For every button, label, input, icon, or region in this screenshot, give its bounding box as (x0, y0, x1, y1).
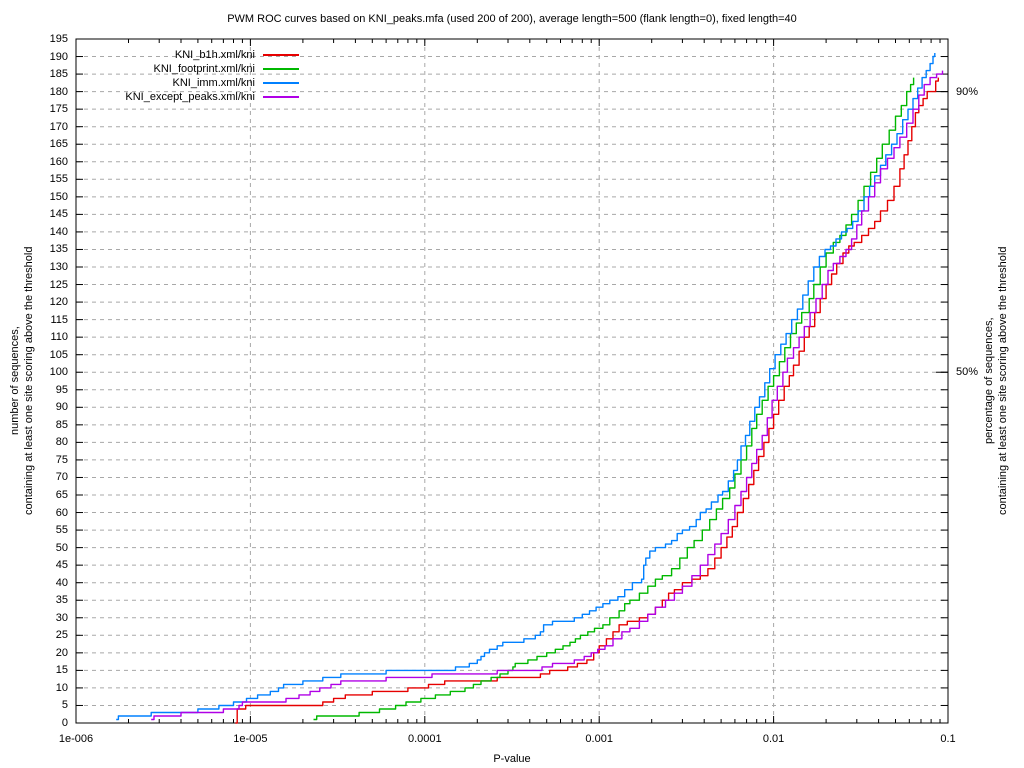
plot-frame (75, 38, 949, 724)
legend-item-kni-footprint: KNI_footprint.xml/kni (60, 62, 299, 76)
legend-line-sample-red (263, 54, 299, 56)
right-percent-label: 90% (956, 85, 979, 98)
y-tick-label: 185 (49, 68, 68, 81)
x-tick-label: 1e-005 (233, 733, 268, 745)
y-tick-label: 190 (49, 50, 68, 63)
series-curve-2 (116, 53, 936, 721)
legend-item-kni-imm: KNI_imm.xml/kni (60, 76, 299, 90)
y-tick-label: 140 (49, 225, 68, 238)
y-axis-title-right: percentage of sequences, containing at l… (982, 39, 1010, 723)
y-axis-title-right-line1: percentage of sequences, (983, 317, 995, 445)
y-tick-label: 175 (49, 103, 68, 116)
y-tick-label: 155 (49, 173, 68, 186)
series-curve-1 (313, 77, 915, 721)
y-tick-label: 130 (49, 261, 68, 273)
y-tick-label: 120 (49, 296, 68, 309)
y-tick-label: 40 (55, 576, 68, 589)
y-axis-title-left: number of sequences, containing at least… (8, 39, 36, 723)
y-tick-label: 45 (55, 559, 68, 572)
legend-item-kni-except-peaks: KNI_except_peaks.xml/kni (60, 90, 299, 104)
y-tick-label: 90 (55, 401, 68, 414)
x-tick-label: 0.01 (762, 733, 785, 745)
y-tick-label: 195 (49, 33, 68, 45)
y-tick-label: 150 (49, 190, 68, 203)
y-tick-label: 10 (55, 681, 68, 694)
y-tick-label: 20 (55, 646, 68, 659)
y-tick-label: 145 (49, 208, 68, 221)
y-tick-label: 85 (55, 418, 68, 431)
legend-label-kni-imm: KNI_imm.xml/kni (172, 77, 255, 89)
legend-line-sample-green (263, 68, 299, 70)
y-tick-label: 65 (55, 489, 68, 501)
x-tick-label: 0.0001 (407, 733, 442, 745)
y-tick-label: 80 (55, 436, 68, 449)
legend-line-sample-blue (263, 82, 299, 84)
y-tick-label: 100 (49, 366, 68, 379)
legend-label-kni-except-peaks: KNI_except_peaks.xml/kni (125, 91, 255, 103)
y-tick-label: 5 (61, 699, 68, 712)
legend-item-kni-b1h: KNI_b1h.xml/kni (60, 48, 299, 62)
y-tick-label: 115 (50, 313, 68, 326)
y-tick-label: 135 (49, 243, 68, 256)
y-tick-label: 0 (61, 717, 68, 729)
series-curve-0 (235, 77, 939, 724)
y-tick-label: 30 (55, 611, 68, 624)
y-tick-label: 75 (55, 453, 68, 466)
y-tick-label: 15 (55, 664, 68, 677)
y-tick-label: 165 (49, 138, 68, 151)
y-tick-label: 95 (55, 383, 68, 396)
right-percent-label: 50% (956, 366, 979, 379)
y-tick-label: 55 (55, 524, 68, 537)
legend-label-kni-b1h: KNI_b1h.xml/kni (174, 49, 255, 61)
legend-line-sample-magenta (263, 96, 299, 98)
x-tick-label: 1e-006 (58, 733, 94, 745)
y-tick-label: 50 (55, 541, 68, 554)
y-tick-label: 35 (55, 594, 68, 607)
y-tick-label: 25 (55, 629, 68, 642)
x-axis-title: P-value (493, 753, 531, 765)
y-tick-label: 60 (55, 506, 68, 519)
legend-label-kni-footprint: KNI_footprint.xml/kni (153, 63, 255, 75)
y-tick-label: 160 (49, 155, 68, 168)
chart-title: PWM ROC curves based on KNI_peaks.mfa (u… (227, 13, 797, 25)
y-tick-label: 180 (49, 85, 68, 98)
series-curve-3 (151, 70, 944, 721)
x-tick-label: 0.001 (585, 733, 613, 745)
y-tick-label: 110 (50, 331, 68, 344)
y-tick-label: 125 (49, 278, 68, 291)
y-tick-label: 70 (55, 471, 68, 484)
y-tick-label: 170 (49, 120, 68, 133)
y-axis-title-right-line2: containing at least one site scoring abo… (997, 246, 1009, 516)
y-tick-label: 105 (49, 348, 68, 361)
x-tick-label: 0.1 (940, 733, 956, 745)
y-axis-title-left-line1: number of sequences, (9, 326, 21, 436)
